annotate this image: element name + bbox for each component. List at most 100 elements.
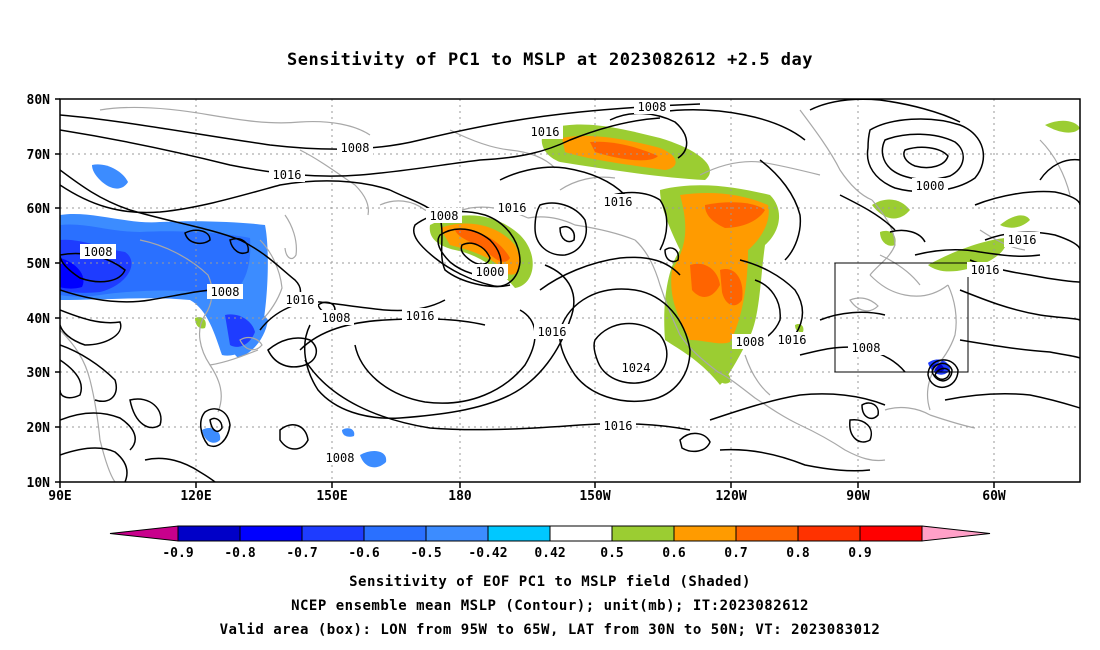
colorbar-swatch: [549, 525, 613, 542]
colorbar-swatch: [109, 525, 179, 542]
lon-label: 90W: [846, 489, 870, 504]
svg-text:1016: 1016: [406, 309, 435, 323]
lon-label: 120W: [715, 489, 746, 504]
lat-label: 70N: [27, 148, 51, 163]
lat-label: 20N: [27, 421, 51, 436]
svg-text:1008: 1008: [322, 311, 351, 325]
svg-text:1008: 1008: [736, 335, 765, 349]
contour-label: 1000: [472, 264, 508, 279]
svg-text:1016: 1016: [273, 168, 302, 182]
contour-label: 1008: [732, 334, 768, 349]
colorbar-swatch: [611, 525, 675, 542]
svg-text:1016: 1016: [604, 419, 633, 433]
colorbar-label: -0.7: [286, 546, 317, 561]
contour-label: 1016: [1004, 232, 1040, 247]
caption-line-1: Sensitivity of EOF PC1 to MSLP field (Sh…: [349, 574, 751, 590]
contour-label: 1008: [848, 340, 884, 355]
contour-label: 1016: [967, 262, 1003, 277]
svg-text:1016: 1016: [778, 333, 807, 347]
colorbar-label: 0.9: [848, 546, 871, 561]
map-title: Sensitivity of PC1 to MSLP at 2023082612…: [286, 50, 813, 70]
contour-label: 1008: [337, 140, 373, 155]
svg-text:1008: 1008: [84, 245, 113, 259]
plot-frame: [59, 98, 1081, 483]
contour-label: 1016: [534, 324, 570, 339]
longitude-axis: 90E 120E 150E 180 150W 120W 90W 60W: [48, 482, 1006, 504]
caption-line-2: NCEP ensemble mean MSLP (Contour); unit(…: [291, 598, 809, 614]
lon-label: 150E: [316, 489, 347, 504]
svg-text:1008: 1008: [341, 141, 370, 155]
contour-label: 1016: [269, 167, 305, 182]
contour-label: 1016: [282, 292, 318, 307]
colorbar-label: -0.8: [224, 546, 255, 561]
contour-label: 1024: [618, 360, 654, 375]
lon-label: 120E: [180, 489, 211, 504]
colorbar-swatch: [363, 525, 427, 542]
lat-label: 80N: [27, 93, 51, 108]
contour-label: 1016: [494, 200, 530, 215]
caption-line-3: Valid area (box): LON from 95W to 65W, L…: [219, 622, 881, 638]
colorbar-swatch: [921, 525, 991, 542]
colorbar-swatch: [425, 525, 489, 542]
contour-label: 1000: [912, 178, 948, 193]
lat-label: 10N: [27, 476, 51, 491]
colorbar-swatch: [673, 525, 737, 542]
contour-label: 1008: [318, 310, 354, 325]
colorbar-label: -0.5: [410, 546, 441, 561]
svg-text:1016: 1016: [286, 293, 315, 307]
latitude-axis: 80N 70N 60N 50N 40N 30N 20N 10N: [27, 93, 60, 491]
svg-text:1008: 1008: [852, 341, 881, 355]
lon-label: 180: [448, 489, 472, 504]
svg-text:1008: 1008: [326, 451, 355, 465]
colorbar-swatch: [859, 525, 923, 542]
colorbar-swatch: [735, 525, 799, 542]
svg-text:1016: 1016: [498, 201, 527, 215]
contour-label: 1008: [207, 284, 243, 299]
contour-label: 1016: [527, 124, 563, 139]
colorbar-swatch: [239, 525, 303, 542]
positive-sensitivity-shading: [195, 120, 1080, 385]
lat-label: 30N: [27, 366, 51, 381]
lat-label: 60N: [27, 202, 51, 217]
lat-label: 50N: [27, 257, 51, 272]
svg-text:1016: 1016: [538, 325, 567, 339]
colorbar-label: -0.6: [348, 546, 379, 561]
lat-lon-grid: [60, 99, 1080, 482]
lon-label: 150W: [579, 489, 610, 504]
svg-text:1008: 1008: [211, 285, 240, 299]
contour-label: 1008: [426, 208, 462, 223]
colorbar-label: -0.9: [162, 546, 193, 561]
lon-label: 60W: [982, 489, 1006, 504]
colorbar-swatch: [301, 525, 365, 542]
colorbar-label: 0.7: [724, 546, 747, 561]
contour-label: 1008: [634, 99, 670, 114]
colorbar-label: 0.5: [600, 546, 623, 561]
lon-label: 90E: [48, 489, 71, 504]
svg-text:1016: 1016: [531, 125, 560, 139]
colorbar-swatch: [177, 525, 241, 542]
colorbar-label: 0.42: [534, 546, 565, 561]
colorbar-swatch: [797, 525, 861, 542]
contour-label: 1016: [600, 418, 636, 433]
colorbar: -0.9 -0.8 -0.7 -0.6 -0.5 -0.42 0.42 0.5 0.6 0.7 0.…: [109, 525, 991, 561]
contour-label: 1008: [80, 244, 116, 259]
svg-text:1016: 1016: [1008, 233, 1037, 247]
svg-text:1016: 1016: [971, 263, 1000, 277]
contour-label: 1016: [600, 194, 636, 209]
contour-label: 1016: [402, 308, 438, 323]
colorbar-swatch: [487, 525, 551, 542]
lat-label: 40N: [27, 312, 51, 327]
svg-text:1000: 1000: [476, 265, 505, 279]
colorbar-label: 0.8: [786, 546, 810, 561]
contour-label: 1016: [774, 332, 810, 347]
colorbar-label: -0.42: [468, 546, 507, 561]
svg-text:1016: 1016: [604, 195, 633, 209]
contour-label: 1008: [322, 450, 358, 465]
contour-labels: 1008 1008 1016 1016 1016 1016 1008 1000 1016 1008…: [80, 99, 1040, 465]
svg-text:1008: 1008: [638, 100, 667, 114]
svg-text:1000: 1000: [916, 179, 945, 193]
colorbar-label: 0.6: [662, 546, 686, 561]
valid-area-box: [834, 262, 969, 373]
svg-text:1008: 1008: [430, 209, 459, 223]
